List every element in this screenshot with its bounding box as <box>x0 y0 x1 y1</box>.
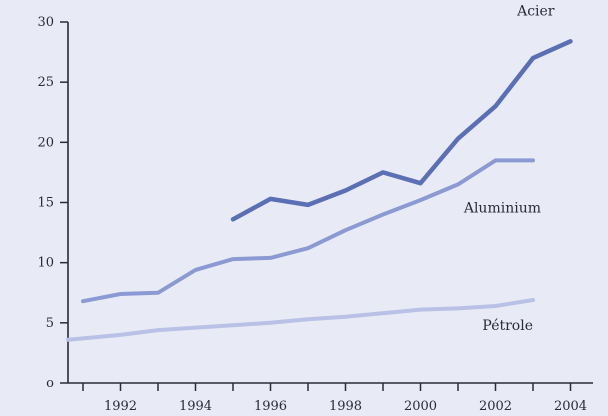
x-tick-label: 1992 <box>104 399 137 414</box>
x-tick-label: 2000 <box>404 399 437 414</box>
y-tick-label: 5 <box>46 316 54 331</box>
y-tick-label: 15 <box>37 196 54 211</box>
x-tick-label: 2002 <box>479 399 512 414</box>
y-tick-label: 20 <box>37 135 54 150</box>
y-tick-label: o <box>46 376 54 391</box>
x-tick-label: 1996 <box>254 399 287 414</box>
series-line-aluminium <box>81 158 535 304</box>
series-label: Acier <box>516 3 555 19</box>
series-line-acier <box>230 39 573 222</box>
y-tick-label: 25 <box>37 75 54 90</box>
series-label-layer: Acier Aluminium Pétrole <box>463 3 555 334</box>
y-tick-label: 30 <box>37 15 54 30</box>
y-axis: o 5 10 15 20 25 30 <box>37 15 69 391</box>
x-axis: 1992 1994 1996 1998 2000 2002 2004 <box>68 382 593 414</box>
x-tick-label: 1998 <box>329 399 362 414</box>
series-label: Aluminium <box>463 200 541 216</box>
x-tick-label: 2004 <box>554 399 587 414</box>
series-layer <box>66 39 573 342</box>
y-tick-label: 10 <box>37 256 54 271</box>
series-label: Pétrole <box>482 318 533 334</box>
x-tick-label: 1994 <box>179 399 212 414</box>
series-line-pétrole <box>66 298 535 342</box>
